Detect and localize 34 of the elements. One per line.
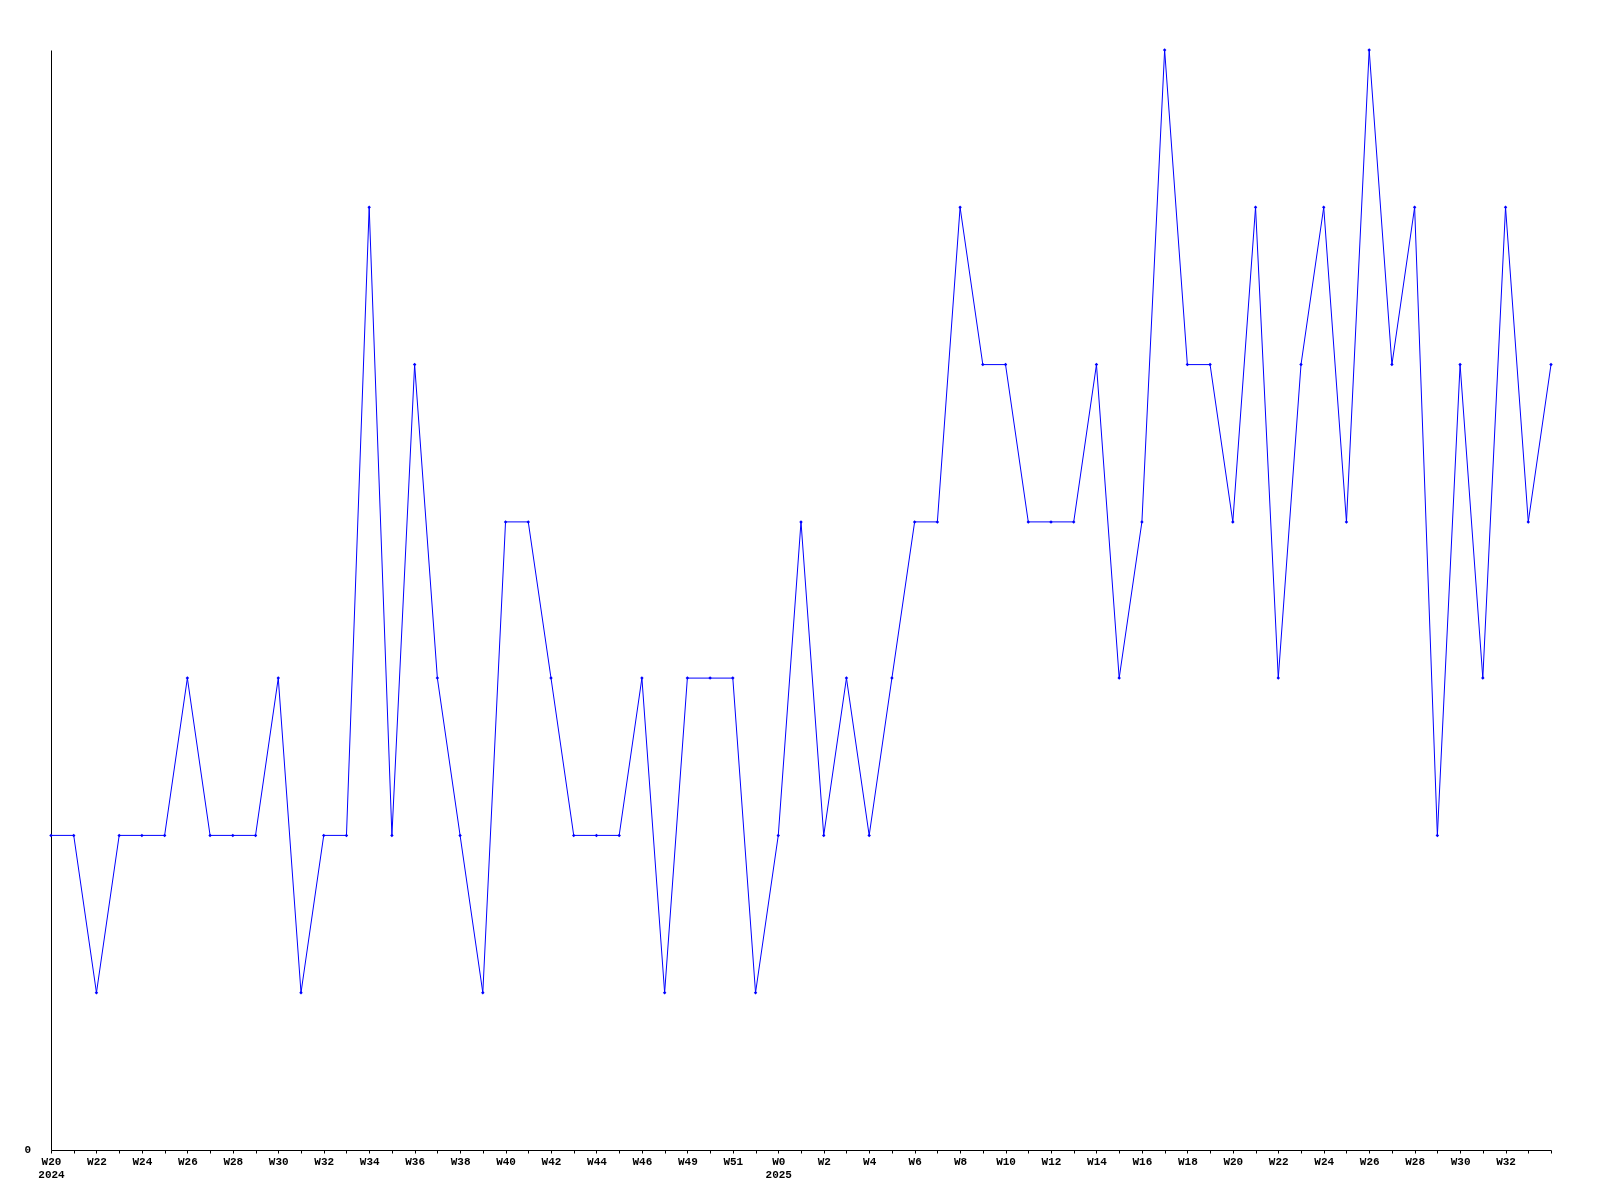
x-tick-label: W26 [1359,1155,1380,1168]
x-tick-label: W12 [1041,1155,1062,1168]
x-tick-label: W36 [405,1155,426,1168]
x-tick-label: W6 [908,1155,922,1168]
x-tick-label: W51 [723,1155,744,1168]
x-tick-label: W18 [1177,1155,1199,1168]
x-tick-label: W46 [632,1155,653,1168]
x-tick-label: W24 [1314,1155,1335,1168]
x-tick-label: W34 [359,1155,380,1168]
x-tick-label: W44 [587,1155,608,1168]
x-tick-label: W8 [953,1155,968,1168]
x-tick-label: W28 [223,1155,244,1168]
x-tick-label: W49 [677,1155,698,1168]
x-tick-label: W24 [132,1155,153,1168]
x-tick-label: W32 [314,1155,335,1168]
text: 0 [24,1144,31,1156]
x-tick-label: W22 [87,1155,107,1168]
x-tick-label: W0 2025 [765,1155,793,1181]
x-tick-label: W4 [863,1155,877,1168]
x-tick-label: W28 [1405,1155,1426,1168]
x-tick-label: W38 [450,1155,471,1168]
x-tick-label: W20 [1223,1155,1244,1168]
x-tick-label: W20 2024 [38,1155,66,1181]
x-tick-label: W30 [268,1155,289,1168]
x-tick-label: W26 [177,1155,198,1168]
x-tick-label: W14 [1087,1155,1108,1168]
x-tick-label: W40 [496,1155,516,1168]
x-tick-label: W16 [1132,1155,1153,1168]
x-tick-label: W42 [541,1155,562,1168]
x-tick-label: W22 [1268,1155,1289,1168]
x-tick-label: W10 [996,1155,1016,1168]
x-tick-label: W32 [1496,1155,1516,1168]
x-tick-label: W2 [817,1155,831,1168]
x-tick-label: W30 [1450,1155,1471,1168]
